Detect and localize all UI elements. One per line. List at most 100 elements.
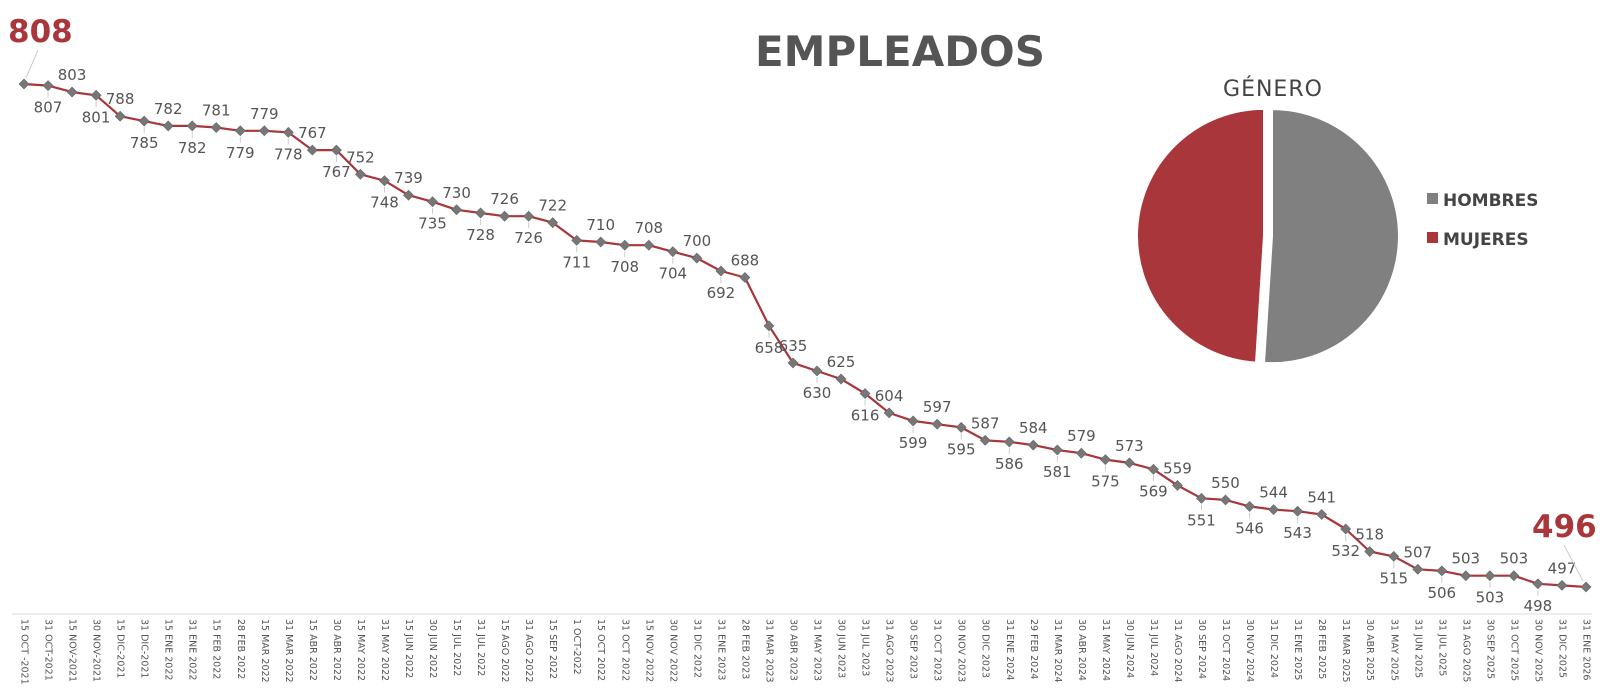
data-label: 803: [58, 66, 87, 84]
x-tick-label: 30 JUN 2024: [1124, 619, 1135, 678]
data-point: [114, 110, 126, 122]
x-tick-label: 29 FEB 2024: [1028, 619, 1039, 679]
data-label: 704: [658, 265, 687, 283]
data-label: 658: [755, 339, 784, 357]
data-label: 575: [1091, 473, 1120, 491]
x-tick-label: 15 MAR 2022: [259, 619, 270, 683]
data-point: [1556, 579, 1568, 591]
data-label: 739: [394, 169, 423, 187]
x-tick-label: 15 AGO 2022: [499, 619, 510, 682]
x-tick-label: 15 OCT -2021: [19, 619, 30, 685]
x-tick-label: 30 ABR 2023: [788, 619, 799, 681]
x-tick-label: 15 SEP 2022: [547, 619, 558, 679]
x-tick-label: 15 NOV-2021: [67, 619, 78, 682]
data-label: 779: [250, 105, 279, 123]
x-tick-label: 31 MAR 2023: [764, 619, 775, 683]
x-tick-label: 30 ABR 2024: [1076, 619, 1087, 681]
data-label: 503: [1476, 589, 1505, 607]
data-label: 551: [1187, 511, 1216, 529]
data-label: 726: [514, 229, 543, 247]
x-tick-label: 31 DIC 2025: [1557, 619, 1568, 678]
x-tick-label: 31 ENE 2025: [1292, 619, 1303, 680]
data-point: [883, 407, 895, 419]
x-tick-label: 15 OCT 2022: [595, 619, 606, 681]
x-tick-label: 31 DIC 2022: [691, 619, 702, 678]
x-tick-label: 31 OCT 2024: [1220, 619, 1231, 681]
data-label: 559: [1163, 459, 1192, 477]
x-tick-label: 15 MAY 2022: [355, 619, 366, 681]
data-point: [1436, 565, 1448, 577]
data-point: [403, 189, 414, 201]
data-label: 730: [442, 184, 471, 202]
data-point: [667, 246, 679, 258]
data-label: 546: [1235, 519, 1264, 537]
x-tick-label: 31 MAR 2024: [1052, 619, 1063, 683]
data-label: 541: [1307, 489, 1336, 507]
data-point: [1172, 480, 1183, 491]
legend-label-hombres: HOMBRES: [1443, 191, 1539, 211]
legend: HOMBRES MUJERES: [1427, 191, 1539, 250]
data-label: 752: [346, 148, 375, 166]
data-point: [1220, 494, 1231, 506]
data-point: [1388, 550, 1400, 562]
data-point: [979, 434, 991, 446]
data-point: [66, 86, 78, 98]
x-tick-labels: 15 OCT -2021 31 OCT-2021 15 NOV-2021 30 NOV…: [19, 619, 1592, 685]
data-point: [931, 418, 943, 430]
leader-line-first: [25, 49, 39, 79]
data-label: 604: [875, 387, 904, 405]
data-label: 748: [370, 194, 399, 212]
data-label: 584: [1019, 419, 1048, 437]
data-point: [835, 373, 847, 385]
x-tick-label: 31 MAY 2025: [1388, 619, 1399, 681]
x-tick-label: 31 MAY 2024: [1100, 619, 1111, 681]
data-label: 700: [683, 232, 712, 250]
data-point: [306, 144, 318, 156]
data-point: [210, 122, 222, 133]
data-label: 735: [418, 215, 447, 233]
x-tick-label: 30 JUN 2023: [836, 619, 847, 678]
data-label: 692: [707, 284, 736, 302]
data-label: 569: [1139, 482, 1168, 500]
data-label: 515: [1379, 569, 1408, 587]
data-point: [1027, 439, 1039, 451]
data-label: 781: [202, 102, 231, 120]
data-point: [1075, 447, 1087, 459]
data-point: [90, 89, 102, 101]
data-point: [1484, 570, 1496, 582]
x-tick-label: 30 SEP 2025: [1484, 619, 1495, 679]
data-point: [571, 234, 583, 246]
data-point: [1532, 578, 1544, 590]
data-point: [234, 125, 246, 137]
data-label: 726: [490, 190, 519, 208]
x-tick-label: 30 NOV 2023: [956, 619, 967, 682]
x-tick-label: 31 AGO 2023: [884, 619, 895, 682]
data-label: 708: [610, 258, 639, 276]
data-label: 788: [106, 90, 135, 108]
data-point: [1412, 563, 1424, 575]
data-label: 498: [1524, 597, 1553, 615]
x-tick-label: 30 ABR 2025: [1364, 619, 1375, 681]
data-label: 807: [34, 99, 63, 117]
data-label: 630: [803, 384, 832, 402]
data-point: [186, 120, 198, 132]
x-tick-label: 31 ENE 2023: [715, 619, 726, 680]
x-tick-label: 31 JUL 2022: [475, 619, 486, 676]
legend-swatch-mujeres: [1427, 232, 1438, 243]
x-tick-label: 31 MAY 2022: [379, 619, 390, 681]
data-point: [282, 126, 294, 138]
last-value-highlight: 496: [1532, 509, 1597, 545]
x-tick-label: 15 JUN 2022: [403, 619, 414, 678]
data-point: [1123, 457, 1135, 469]
data-point: [1244, 500, 1255, 512]
data-point: [619, 239, 631, 251]
x-tick-label: 30 ABR 2022: [331, 619, 342, 681]
data-label: 711: [562, 253, 591, 271]
data-label: 518: [1355, 526, 1384, 544]
x-tick-label: 28 FEB 2022: [235, 619, 246, 679]
line-series: [18, 78, 1592, 593]
data-point: [355, 168, 366, 180]
data-point: [1099, 454, 1111, 466]
data-point: [330, 144, 342, 156]
